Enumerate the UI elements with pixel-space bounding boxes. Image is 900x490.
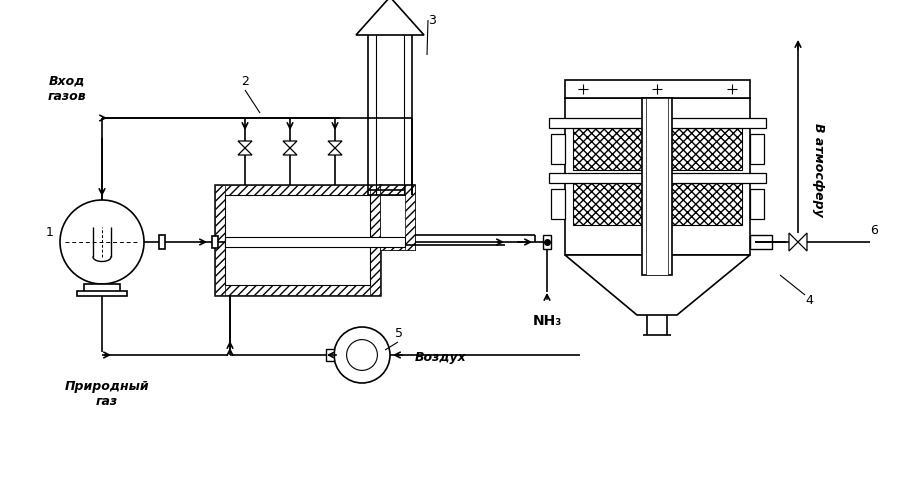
Text: 1: 1 xyxy=(46,225,54,239)
Polygon shape xyxy=(328,141,342,148)
Bar xyxy=(573,183,742,225)
Bar xyxy=(159,235,165,249)
Text: Воздух: Воздух xyxy=(415,350,467,364)
Text: Природный
газ: Природный газ xyxy=(65,380,149,408)
Polygon shape xyxy=(283,141,297,148)
Bar xyxy=(549,118,766,128)
Text: 4: 4 xyxy=(805,294,813,307)
Text: 6: 6 xyxy=(870,224,878,237)
Bar xyxy=(370,185,380,295)
Polygon shape xyxy=(798,233,807,251)
Text: 2: 2 xyxy=(241,75,249,88)
Bar xyxy=(642,98,672,275)
Polygon shape xyxy=(789,233,798,251)
Bar xyxy=(225,237,405,247)
Bar xyxy=(215,185,225,295)
Polygon shape xyxy=(238,141,252,148)
Bar xyxy=(549,173,766,183)
Polygon shape xyxy=(283,148,297,155)
Bar xyxy=(326,349,334,361)
Bar xyxy=(750,134,764,164)
Polygon shape xyxy=(238,148,252,155)
Bar xyxy=(573,128,742,170)
Bar xyxy=(215,185,380,195)
Bar xyxy=(565,80,750,98)
Bar xyxy=(380,185,415,195)
Text: В атмосферу: В атмосферу xyxy=(812,123,825,217)
Bar xyxy=(646,98,668,275)
Text: NH₃: NH₃ xyxy=(533,314,562,328)
Bar xyxy=(84,284,120,292)
Text: 5: 5 xyxy=(395,327,403,340)
Bar xyxy=(750,189,764,219)
Circle shape xyxy=(60,200,144,284)
Bar xyxy=(380,185,415,250)
Bar xyxy=(750,235,772,249)
Text: 3: 3 xyxy=(428,14,436,26)
Bar xyxy=(225,195,370,285)
Bar xyxy=(565,98,750,255)
Text: Вход
газов: Вход газов xyxy=(48,75,86,103)
Bar xyxy=(405,185,415,250)
Bar xyxy=(543,235,551,249)
Bar xyxy=(215,185,380,295)
Bar xyxy=(551,134,565,164)
Bar xyxy=(77,291,127,296)
Bar xyxy=(212,236,218,248)
Bar xyxy=(380,240,415,250)
Polygon shape xyxy=(328,148,342,155)
Bar xyxy=(215,285,380,295)
Bar xyxy=(551,189,565,219)
Polygon shape xyxy=(565,255,750,315)
Circle shape xyxy=(334,327,390,383)
Polygon shape xyxy=(356,0,424,35)
